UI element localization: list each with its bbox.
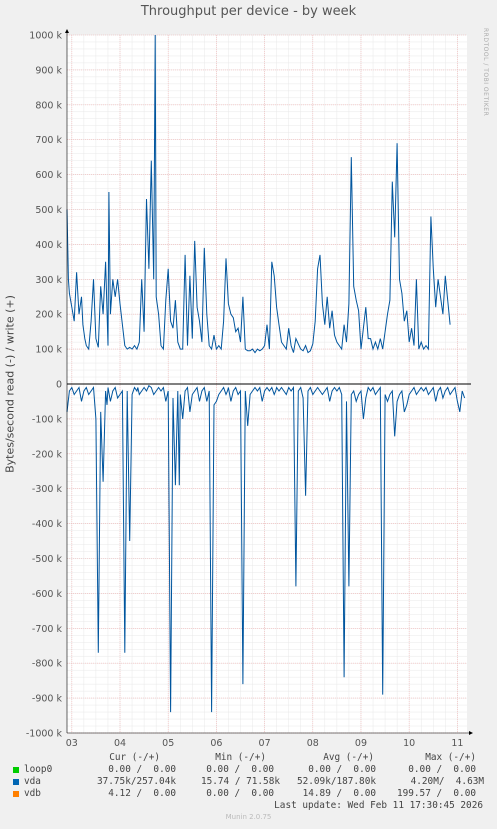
- y-tick-label: -600 k: [32, 589, 63, 600]
- y-tick-label: -900 k: [32, 694, 63, 705]
- x-tick-label: 05: [162, 738, 174, 749]
- legend-name: vda: [24, 776, 41, 787]
- legend-cur: 4.12 / 0.00: [108, 788, 176, 799]
- legend-min: 0.00 / 0.00: [206, 788, 274, 799]
- legend-avg: 0.00 / 0.00: [308, 764, 376, 775]
- legend-header-cur: Cur (-/+): [109, 752, 160, 763]
- series-vda-write-line: [66, 34, 451, 354]
- y-tick-label: -500 k: [32, 554, 63, 565]
- legend-swatch-vda: [13, 779, 19, 785]
- legend-row: vdb 4.12 / 0.00 0.00 / 0.00 14.89 / 0.00…: [0, 788, 497, 800]
- y-tick-label: -300 k: [32, 484, 63, 495]
- y-tick-label: 0: [56, 380, 62, 391]
- y-tick-label: -200 k: [32, 449, 63, 460]
- legend-header-avg: Avg (-/+): [323, 752, 374, 763]
- legend-cur: 37.75k/257.04k: [96, 776, 176, 787]
- legend-max: 4.20M/ 4.63M: [410, 776, 484, 787]
- legend-swatch-loop0: [13, 767, 19, 773]
- x-tick-label: 03: [66, 738, 78, 749]
- y-tick-label: -1000 k: [26, 729, 63, 740]
- y-tick-label: 1000 k: [29, 31, 62, 42]
- y-tick-label: 600 k: [35, 170, 62, 181]
- series-vda-read-line: [66, 384, 466, 713]
- y-tick-label: -100 k: [32, 414, 63, 425]
- rrdtool-credit: RRDTOOL / TOBI OETIKER: [482, 28, 489, 117]
- y-tick-label: 700 k: [35, 135, 62, 146]
- y-tick-label: 500 k: [35, 205, 62, 216]
- legend-header-max: Max (-/+): [425, 752, 476, 763]
- x-tick-label: 06: [210, 738, 222, 749]
- legend-max: 199.57 / 0.00: [396, 788, 476, 799]
- legend-min: 0.00 / 0.00: [206, 764, 274, 775]
- y-tick-label: 400 k: [35, 240, 62, 251]
- throughput-chart: 1000 k 900 k 800 k 700 k 600 k 500 k 400 k 300 …: [26, 29, 473, 749]
- y-axis-arrow: [65, 29, 69, 33]
- legend-row: loop0 0.00 / 0.00 0.00 / 0.00 0.00 / 0.0…: [0, 764, 497, 776]
- x-tick-label: 11: [451, 738, 463, 749]
- x-tick-label: 07: [259, 738, 271, 749]
- y-tick-label: 900 k: [35, 65, 62, 76]
- x-tick-label: 10: [403, 738, 415, 749]
- legend-swatch-vdb: [13, 791, 19, 797]
- y-tick-label: 300 k: [35, 275, 62, 286]
- y-tick-label: -700 k: [32, 624, 63, 635]
- legend-min: 15.74 / 71.58k: [200, 776, 280, 787]
- last-update: Last update: Wed Feb 11 17:30:45 2026: [274, 800, 483, 811]
- y-tick-label: 800 k: [35, 100, 62, 111]
- chart-title: Throughput per device - by week: [140, 4, 357, 19]
- y-tick-label: 100 k: [35, 345, 62, 356]
- legend-name: loop0: [24, 764, 53, 775]
- legend-max: 0.00 / 0.00: [408, 764, 476, 775]
- legend-name: vdb: [24, 788, 41, 799]
- legend-avg: 14.89 / 0.00: [302, 788, 376, 799]
- y-tick-label: -800 k: [32, 659, 63, 670]
- legend-avg: 52.09k/187.80k: [296, 776, 376, 787]
- legend-header-min: Min (-/+): [215, 752, 266, 763]
- x-tick-label: 09: [355, 738, 367, 749]
- munin-version: Munin 2.0.75: [225, 813, 272, 821]
- y-tick-label: -400 k: [32, 519, 63, 530]
- y-tick-label: 200 k: [35, 310, 62, 321]
- x-axis-arrow: [469, 731, 473, 735]
- legend-row: vda 37.75k/257.04k 15.74 / 71.58k 52.09k…: [0, 776, 497, 788]
- x-tick-label: 08: [307, 738, 319, 749]
- x-tick-label: 04: [114, 738, 126, 749]
- legend-cur: 0.00 / 0.00: [108, 764, 176, 775]
- legend-header: Cur (-/+) Min (-/+) Avg (-/+) Max (-/+): [0, 752, 497, 764]
